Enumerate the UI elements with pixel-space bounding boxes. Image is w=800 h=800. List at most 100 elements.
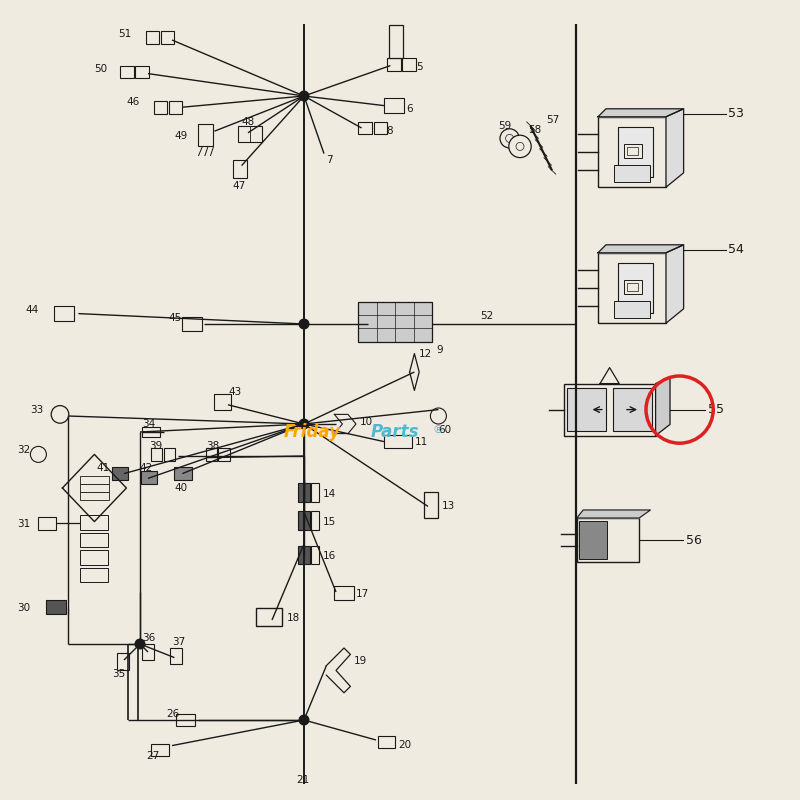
Bar	[298, 511, 310, 530]
Bar	[80, 550, 108, 565]
Bar	[614, 165, 650, 182]
Bar	[598, 117, 666, 187]
Bar	[624, 280, 642, 294]
Text: 20: 20	[398, 740, 411, 750]
Polygon shape	[598, 109, 683, 117]
Bar	[80, 484, 109, 492]
Circle shape	[299, 419, 309, 429]
Bar	[169, 101, 182, 114]
Text: 19: 19	[354, 656, 367, 666]
Text: 43: 43	[228, 387, 242, 397]
Text: 33: 33	[30, 405, 44, 414]
Text: 51: 51	[118, 29, 132, 38]
Bar	[627, 283, 638, 291]
Text: 37: 37	[172, 637, 186, 646]
Bar	[80, 568, 108, 582]
Text: 27: 27	[146, 751, 160, 761]
Text: 16: 16	[323, 551, 337, 561]
Text: 39: 39	[149, 441, 162, 450]
Bar	[298, 483, 310, 502]
Text: 11: 11	[414, 437, 428, 446]
Polygon shape	[656, 378, 670, 435]
Text: 47: 47	[232, 181, 246, 190]
Text: 6: 6	[406, 104, 413, 114]
Bar	[374, 122, 387, 134]
Bar	[112, 467, 128, 480]
Bar	[334, 586, 354, 600]
Bar	[424, 492, 438, 518]
Text: 17: 17	[356, 589, 370, 598]
Text: 44: 44	[26, 306, 39, 315]
Bar	[154, 101, 167, 114]
Text: 31: 31	[18, 519, 31, 529]
Bar	[80, 476, 109, 484]
Bar	[563, 384, 656, 435]
Text: 58: 58	[528, 126, 542, 135]
Text: Parts: Parts	[370, 423, 419, 441]
Bar	[311, 546, 319, 564]
Bar	[170, 648, 182, 664]
Bar	[151, 744, 169, 755]
Text: 40: 40	[174, 483, 187, 493]
Circle shape	[500, 129, 519, 148]
Bar	[161, 31, 174, 44]
Text: 52: 52	[480, 311, 494, 321]
Bar	[613, 388, 653, 430]
Text: 5: 5	[416, 62, 422, 72]
Text: 32: 32	[18, 445, 31, 454]
Bar	[311, 483, 319, 502]
Bar	[298, 546, 310, 564]
Polygon shape	[598, 245, 683, 253]
Bar	[117, 653, 129, 670]
Bar	[80, 492, 109, 500]
Text: 13: 13	[442, 502, 455, 511]
Bar	[387, 58, 401, 71]
Text: ®: ®	[432, 426, 443, 435]
Bar	[378, 736, 395, 749]
Bar	[214, 394, 231, 410]
Text: Friday: Friday	[284, 423, 341, 441]
Bar	[206, 448, 217, 461]
Text: 55: 55	[708, 403, 724, 416]
Bar	[233, 160, 247, 178]
Polygon shape	[666, 109, 683, 187]
Circle shape	[509, 135, 531, 158]
Text: 57: 57	[546, 115, 560, 125]
Bar	[384, 98, 403, 113]
Bar	[358, 122, 372, 134]
Bar	[218, 448, 230, 461]
Circle shape	[135, 639, 145, 649]
Bar	[384, 435, 412, 448]
Circle shape	[516, 142, 524, 150]
Bar	[174, 467, 192, 480]
Circle shape	[430, 408, 446, 424]
Bar	[618, 126, 653, 178]
Circle shape	[30, 446, 46, 462]
Text: 46: 46	[126, 98, 140, 107]
Text: 34: 34	[142, 419, 156, 429]
Bar	[598, 253, 666, 323]
Text: 42: 42	[139, 463, 153, 473]
Polygon shape	[666, 245, 683, 323]
Bar	[614, 301, 650, 318]
Bar	[80, 533, 108, 547]
Text: 50: 50	[94, 64, 107, 74]
Polygon shape	[577, 510, 650, 518]
Circle shape	[51, 406, 69, 423]
Text: 12: 12	[419, 349, 433, 358]
Bar	[577, 518, 639, 562]
Bar	[120, 66, 134, 78]
Text: 38: 38	[206, 441, 220, 450]
Text: 9: 9	[436, 345, 442, 354]
Text: 45: 45	[168, 313, 182, 322]
Bar	[164, 448, 175, 461]
Text: 30: 30	[18, 603, 30, 613]
Text: 59: 59	[498, 121, 512, 130]
Bar	[311, 511, 319, 530]
Bar	[141, 471, 157, 484]
Bar	[182, 317, 202, 331]
Bar	[389, 25, 403, 58]
Text: 7: 7	[326, 155, 333, 165]
Text: 56: 56	[686, 534, 702, 546]
Circle shape	[506, 134, 514, 142]
